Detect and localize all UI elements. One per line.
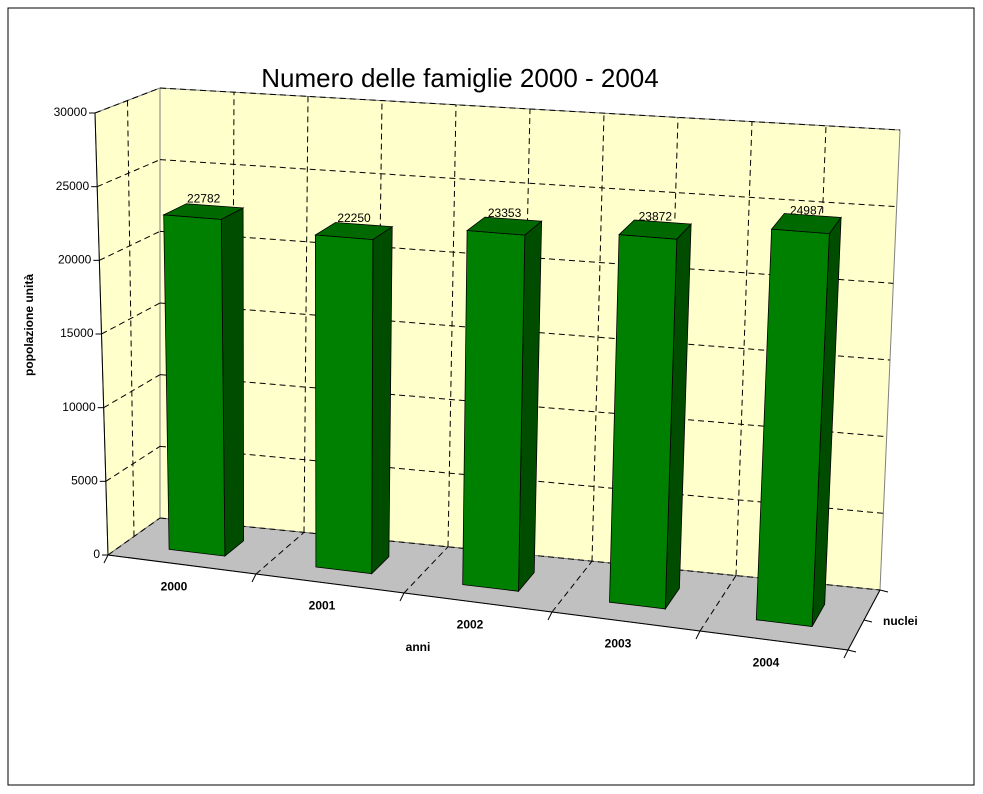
y-tick-label: 5000 bbox=[71, 474, 98, 488]
y-axis-label: popolazione unità bbox=[22, 274, 36, 376]
grid-line bbox=[105, 445, 161, 482]
x-tick-mark bbox=[843, 649, 849, 659]
y-tick-label: 10000 bbox=[62, 400, 96, 414]
grid-line bbox=[159, 159, 897, 208]
x-axis bbox=[107, 554, 849, 651]
bar-top bbox=[466, 216, 543, 236]
floor-grid-line bbox=[551, 560, 593, 613]
x-tick-mark bbox=[399, 592, 405, 602]
data-label: 23872 bbox=[639, 210, 673, 224]
z-tick-mark bbox=[847, 649, 857, 653]
y-tick-label: 25000 bbox=[56, 179, 90, 193]
bar-top bbox=[162, 203, 245, 220]
plot-area: 0 5000 10000 15000 20000 25000 30000 22782 2000 2… bbox=[54, 87, 901, 670]
grid-line bbox=[94, 87, 161, 114]
bar bbox=[462, 230, 526, 592]
grid-line bbox=[107, 517, 161, 556]
data-label: 24987 bbox=[790, 204, 824, 218]
x-tick-label: 2004 bbox=[753, 656, 780, 670]
grid-line bbox=[103, 374, 161, 409]
y-tick-label: 15000 bbox=[60, 326, 94, 340]
z-tick-mark bbox=[879, 589, 889, 593]
data-label: 22250 bbox=[337, 211, 371, 225]
x-tick-mark bbox=[251, 573, 257, 583]
x-tick-label: 2002 bbox=[457, 618, 484, 632]
grid-line bbox=[96, 159, 161, 188]
bar bbox=[609, 234, 678, 610]
grid-line bbox=[101, 302, 161, 335]
z-axis-label: nuclei bbox=[883, 614, 918, 628]
floor-grid-line bbox=[699, 575, 737, 632]
x-tick-mark bbox=[695, 630, 701, 640]
bar-top bbox=[770, 213, 842, 235]
y-tick-label: 20000 bbox=[58, 253, 92, 267]
bar-top bbox=[618, 219, 692, 240]
y-tick-label: 30000 bbox=[54, 105, 88, 119]
y-tick-label: 0 bbox=[93, 547, 100, 561]
x-tick-label: 2001 bbox=[309, 599, 336, 613]
bar-side bbox=[371, 225, 393, 575]
chart-title: Numero delle famiglie 2000 - 2004 bbox=[261, 63, 658, 93]
grid-line bbox=[159, 87, 901, 131]
x-tick-mark bbox=[103, 554, 109, 564]
bar-top bbox=[314, 222, 394, 241]
x-tick-label: 2003 bbox=[605, 637, 632, 651]
z-tick-mark bbox=[863, 619, 873, 623]
y-axis bbox=[94, 112, 109, 556]
x-tick-mark bbox=[547, 611, 553, 621]
x-axis-label: anni bbox=[406, 640, 431, 654]
bar bbox=[314, 234, 374, 575]
floor-grid-line bbox=[255, 532, 305, 575]
x-tick-label: 2000 bbox=[161, 580, 188, 594]
data-label: 23353 bbox=[488, 206, 522, 220]
grid-line bbox=[99, 230, 161, 261]
data-label: 22782 bbox=[187, 192, 221, 206]
bar bbox=[163, 214, 226, 557]
floor-grid-line bbox=[403, 546, 449, 594]
